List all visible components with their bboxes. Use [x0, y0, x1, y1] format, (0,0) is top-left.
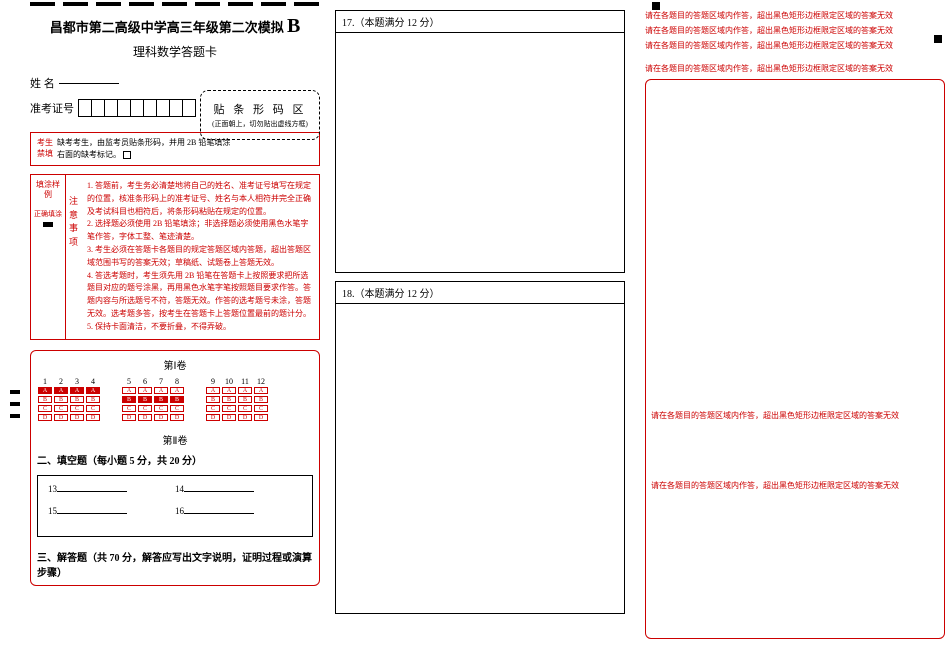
name-label: 姓 名	[30, 75, 55, 91]
fill-sample-column: 填涂样例 正确填涂	[31, 175, 66, 339]
id-label: 准考证号	[30, 100, 74, 116]
answer-frame[interactable]: 请在各题目的答题区域内作答，超出黑色矩形边框限定区域的答案无效 请在各题目的答题…	[645, 79, 945, 639]
instructions-text: 1. 答题前，考生务必清楚地将自己的姓名、准考证号填写在规定的位置，核准条形码上…	[81, 175, 319, 339]
warning-line: 请在各题目的答题区域内作答，超出黑色矩形边框限定区域的答案无效	[645, 40, 945, 51]
absent-checkbox[interactable]	[123, 151, 131, 159]
fill-blanks-box[interactable]: 13 14 15 16	[37, 475, 313, 537]
part1-title: 第Ⅰ卷	[37, 357, 313, 372]
q18-header: 18.（本题满分 12 分）	[336, 282, 624, 303]
part2-title: 第Ⅱ卷	[37, 432, 313, 447]
exam-title: 昌都市第二高级中学高三年级第二次模拟	[50, 20, 284, 35]
q17-answer-area[interactable]	[336, 32, 624, 272]
fill-section-title: 二、填空题（每小题 5 分，共 20 分）	[37, 452, 313, 467]
barcode-note: (正面朝上，切勿贴出虚线方框)	[201, 119, 319, 129]
instructions-label: 注意事项	[66, 175, 81, 339]
barcode-title: 贴 条 形 码 区	[201, 101, 319, 117]
q18-answer-area[interactable]	[336, 303, 624, 613]
name-row: 姓 名	[30, 75, 320, 91]
warning-line: 请在各题目的答题区域内作答，超出黑色矩形边框限定区域的答案无效	[651, 410, 939, 421]
warning-line: 请在各题目的答题区域内作答，超出黑色矩形边框限定区域的答案无效	[645, 10, 945, 21]
column-middle: 17.（本题满分 12 分） 18.（本题满分 12 分）	[330, 0, 630, 672]
variant-letter: B	[287, 15, 300, 37]
exam-subtitle: 理科数学答题卡	[30, 43, 320, 60]
q17-header: 17.（本题满分 12 分）	[336, 11, 624, 32]
warning-line: 请在各题目的答题区域内作答，超出黑色矩形边框限定区域的答案无效	[651, 480, 939, 491]
warning-line: 请在各题目的答题区域内作答，超出黑色矩形边框限定区域的答案无效	[645, 63, 945, 74]
barcode-area: 贴 条 形 码 区 (正面朝上，切勿贴出虚线方框)	[200, 90, 320, 140]
exam-title-row: 昌都市第二高级中学高三年级第二次模拟 B	[30, 15, 320, 38]
warning-line: 请在各题目的答题区域内作答，超出黑色矩形边框限定区域的答案无效	[645, 25, 945, 36]
examiner-left: 考生 禁填	[37, 137, 57, 161]
examiner-text: 缺考考生，由监考员贴条形码，并用 2B 铅笔填涂 右面的缺考标记。	[57, 137, 313, 161]
instructions-box: 填涂样例 正确填涂 注意事项 1. 答题前，考生务必清楚地将自己的姓名、准考证号…	[30, 174, 320, 340]
question-17-box: 17.（本题满分 12 分）	[335, 10, 625, 273]
column-left: 昌都市第二高级中学高三年级第二次模拟 B 理科数学答题卡 姓 名 准考证号 贴 …	[0, 0, 330, 672]
column-right: 请在各题目的答题区域内作答，超出黑色矩形边框限定区域的答案无效 请在各题目的答题…	[630, 0, 950, 672]
multiple-choice-grid[interactable]: 1234AAAABBBBCCCCDDDD5678AAAABBBBCCCCDDDD…	[37, 377, 313, 422]
name-input-line[interactable]	[59, 83, 119, 84]
question-18-box: 18.（本题满分 12 分）	[335, 281, 625, 614]
solve-section-title: 三、解答题（共 70 分，解答应写出文字说明，证明过程或演算步骤）	[37, 549, 313, 579]
sample-filled-mark	[43, 222, 53, 227]
id-boxes[interactable]	[78, 99, 195, 117]
part1-box: 第Ⅰ卷 1234AAAABBBBCCCCDDDD5678AAAABBBBCCCC…	[30, 350, 320, 586]
answer-sheet: 昌都市第二高级中学高三年级第二次模拟 B 理科数学答题卡 姓 名 准考证号 贴 …	[0, 0, 950, 672]
